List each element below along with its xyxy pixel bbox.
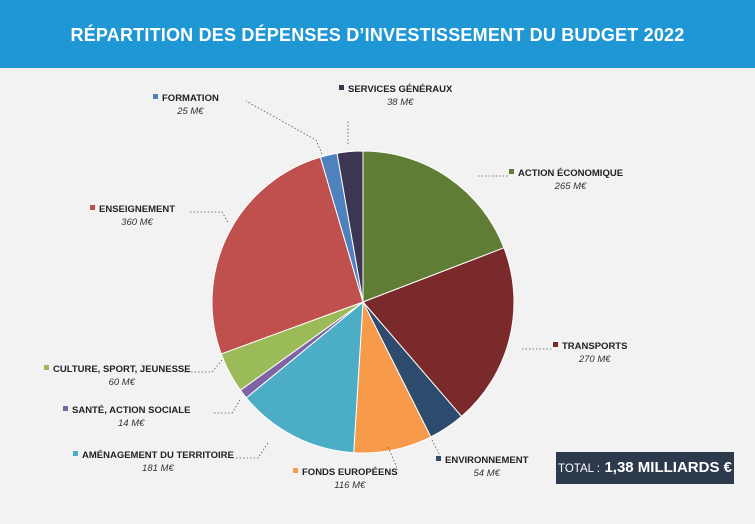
page-title: RÉPARTITION DES DÉPENSES D’INVESTISSEMEN…	[70, 25, 685, 45]
legend-marker-9	[153, 94, 158, 99]
slice-label-7: CULTURE, SPORT, JEUNESSE	[53, 364, 191, 375]
total-label: TOTAL :	[558, 463, 600, 475]
slice-label-5: AMÉNAGEMENT DU TERRITOIRE	[82, 450, 234, 461]
leader-line-3	[431, 439, 441, 457]
leader-line-7	[182, 359, 223, 373]
leader-line-4	[387, 446, 399, 471]
slice-value-6: 14 M€	[118, 418, 145, 429]
legend-marker-1	[509, 169, 514, 174]
slice-value-4: 116 M€	[334, 480, 366, 491]
header-bar	[0, 0, 755, 68]
slice-label-8: ENSEIGNEMENT	[99, 204, 175, 215]
slice-label-3: ENVIRONNEMENT	[445, 455, 529, 466]
slice-value-8: 360 M€	[121, 217, 153, 228]
slice-value-2: 270 M€	[578, 354, 611, 365]
slice-label-6: SANTÉ, ACTION SOCIALE	[72, 405, 190, 416]
leader-line-6	[212, 399, 241, 414]
slice-value-1: 265 M€	[554, 181, 587, 192]
slice-value-7: 60 M€	[109, 377, 136, 388]
legend-marker-10	[339, 85, 344, 90]
legend-marker-8	[90, 205, 95, 210]
slice-label-10: SERVICES GÉNÉRAUX	[348, 84, 453, 95]
pie-slice-10	[336, 150, 364, 303]
slice-value-5: 181 M€	[142, 463, 174, 474]
legend-marker-7	[44, 365, 49, 370]
legend-marker-2	[553, 342, 558, 347]
slice-value-9: 25 M€	[176, 106, 204, 117]
slice-value-10: 38 M€	[387, 97, 414, 108]
total-value: 1,38 MILLIARDS €	[604, 459, 732, 476]
pie-slice-5	[245, 300, 364, 454]
slice-label-1: ACTION ÉCONOMIQUE	[518, 168, 623, 179]
slice-label-9: FORMATION	[162, 93, 219, 104]
pie-slice-2	[362, 247, 515, 418]
leader-line-9	[245, 100, 323, 155]
slice-label-2: TRANSPORTS	[562, 341, 627, 352]
pie-slice-8	[211, 156, 364, 355]
slice-value-3: 54 M€	[473, 468, 500, 479]
slice-label-4: FONDS EUROPÉENS	[302, 467, 398, 478]
pie-slice-1	[362, 150, 505, 303]
legend-marker-3	[436, 456, 441, 461]
total-badge: TOTAL : 1,38 MILLIARDS €	[556, 452, 734, 484]
legend-marker-5	[73, 451, 78, 456]
leader-line-5	[230, 442, 269, 459]
leader-line-8	[190, 211, 229, 223]
legend-marker-6	[63, 406, 68, 411]
legend-marker-4	[293, 468, 298, 473]
